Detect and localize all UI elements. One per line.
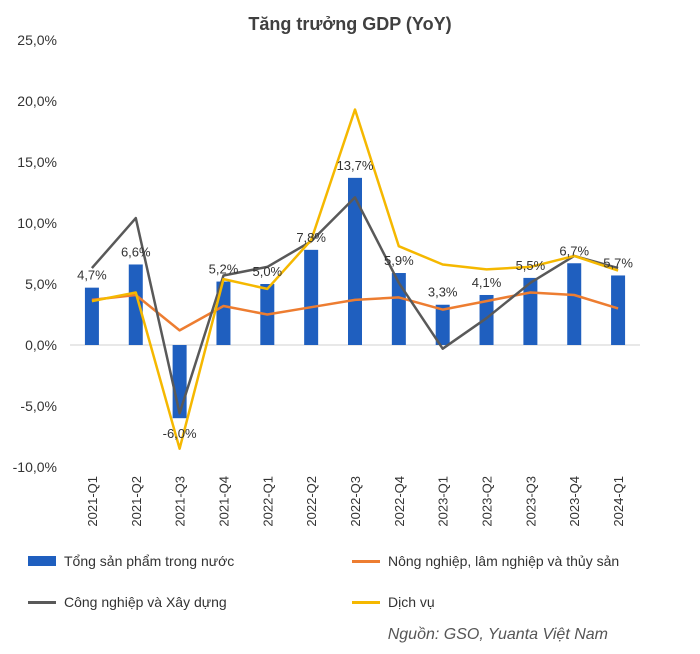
bar-data-label: 5,2% (209, 262, 239, 277)
chart-title: Tăng trưởng GDP (YoY) (248, 14, 452, 34)
data-labels: 4,7% 6,6% -6,0% 5,2% 5,0% 7,8% 13,7% 5,9% 3,3% 4,… (77, 158, 633, 441)
bar-data-label: 3,3% (428, 285, 458, 300)
bar-gdp (523, 277, 538, 345)
legend-label-services: Dịch vụ (388, 594, 435, 610)
legend-item-agriculture: Nông nghiệp, lâm nghiệp và thủy sản (352, 553, 619, 569)
x-tick-label: 2021-Q4 (216, 476, 231, 527)
bar-gdp (391, 273, 406, 345)
bar-gdp (84, 287, 99, 345)
bar-data-label: 5,0% (252, 264, 282, 279)
y-tick-label: 15,0% (17, 154, 57, 170)
x-tick-label: 2021-Q3 (173, 476, 188, 527)
line-industry (90, 196, 619, 415)
y-tick-label: -5,0% (20, 398, 57, 414)
x-axis: 2021-Q1 2021-Q2 2021-Q3 2021-Q4 2022-Q1 2022-… (85, 476, 626, 527)
legend-label-agriculture: Nông nghiệp, lâm nghiệp và thủy sản (388, 553, 620, 569)
legend-swatch-industry (28, 600, 56, 604)
y-tick-label: 25,0% (17, 32, 57, 48)
bar-data-label: 5,5% (516, 258, 546, 273)
bar-data-label: 4,7% (77, 268, 107, 283)
legend-item-industry: Công nghiệp và Xây dựng (28, 594, 227, 610)
x-tick-label: 2021-Q2 (129, 476, 144, 527)
y-tick-label: 10,0% (17, 215, 57, 231)
bar-data-label: 6,7% (559, 243, 589, 258)
x-tick-label: 2023-Q2 (480, 476, 495, 527)
y-axis: 25,0% 20,0% 15,0% 10,0% 5,0% 0,0% -5,0% -10,0% (13, 32, 640, 475)
bar-gdp (172, 345, 187, 419)
legend-item-services: Dịch vụ (352, 594, 435, 610)
legend-swatch-gdp (28, 556, 56, 566)
source-note: Nguồn: GSO, Yuanta Việt Nam (387, 626, 608, 643)
x-tick-label: 2023-Q3 (523, 476, 538, 527)
bar-gdp (567, 263, 582, 345)
bar-data-label: 13,7% (337, 158, 374, 173)
x-tick-label: 2022-Q3 (348, 476, 363, 527)
bars (84, 177, 626, 419)
legend-swatch-agriculture (352, 559, 380, 563)
bar-data-label: 5,9% (384, 253, 414, 268)
bar-gdp (479, 294, 494, 345)
legend-item-gdp: Tổng sản phẩm trong nước (28, 553, 234, 569)
bar-data-label: 5,7% (603, 255, 633, 270)
x-tick-label: 2023-Q4 (567, 476, 582, 527)
bar-gdp (435, 304, 450, 345)
bar-gdp (611, 275, 626, 345)
bar-data-label: -6,0% (163, 426, 197, 441)
x-tick-label: 2021-Q1 (85, 476, 100, 527)
bar-gdp (304, 249, 319, 345)
bar-data-label: 7,8% (296, 230, 326, 245)
lines (90, 108, 619, 450)
x-tick-label: 2024-Q1 (611, 476, 626, 527)
bar-data-label: 4,1% (472, 275, 502, 290)
bar-gdp (128, 264, 143, 345)
x-tick-label: 2022-Q1 (260, 476, 275, 527)
y-tick-label: 0,0% (25, 337, 57, 353)
bar-gdp (348, 177, 362, 345)
x-tick-label: 2023-Q1 (436, 476, 451, 527)
y-tick-label: 20,0% (17, 93, 57, 109)
line-services (91, 108, 619, 450)
line-agriculture (91, 291, 619, 332)
x-tick-label: 2022-Q4 (392, 476, 407, 527)
legend-label-industry: Công nghiệp và Xây dựng (64, 594, 227, 610)
legend-label-gdp: Tổng sản phẩm trong nước (64, 553, 235, 569)
x-tick-label: 2022-Q2 (304, 476, 319, 527)
y-tick-label: 5,0% (25, 276, 57, 292)
y-tick-label: -10,0% (13, 459, 57, 475)
legend-swatch-services (352, 600, 380, 604)
bar-data-label: 6,6% (121, 244, 151, 259)
